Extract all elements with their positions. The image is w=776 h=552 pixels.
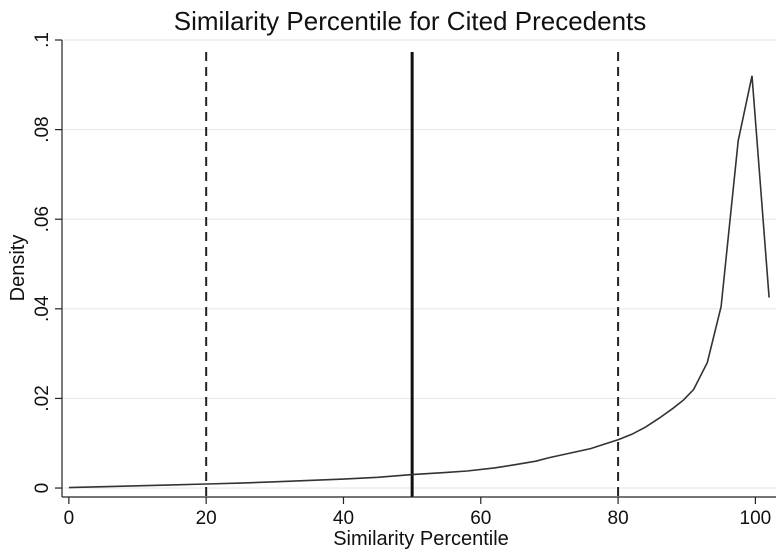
plot-area	[68, 75, 770, 489]
x-axis-label: Similarity Percentile	[333, 528, 509, 550]
y-tick-label: .06	[32, 206, 53, 232]
axis-ticks: 0 .02 .04 .06 .08 .1 0 20 40 60 80 100	[32, 32, 771, 529]
x-tick-label: 100	[740, 508, 772, 529]
grid-lines	[62, 39, 776, 489]
y-axis-label: Density	[7, 235, 29, 302]
y-tick-label: .02	[32, 385, 53, 411]
y-tick-label: 0	[32, 483, 53, 494]
x-tick-label: 80	[608, 508, 629, 529]
x-tick-label: 20	[196, 508, 217, 529]
y-tick-label: .08	[32, 116, 53, 142]
y-tick-label: .1	[32, 32, 53, 48]
chart-title: Similarity Percentile for Cited Preceden…	[174, 6, 647, 36]
y-tick-label: .04	[32, 295, 53, 322]
reference-lines	[205, 52, 620, 497]
x-tick-label: 60	[470, 508, 491, 529]
x-tick-label: 40	[333, 508, 354, 529]
x-tick-label: 0	[64, 508, 75, 529]
axes	[61, 40, 776, 498]
density-curve	[68, 75, 770, 489]
